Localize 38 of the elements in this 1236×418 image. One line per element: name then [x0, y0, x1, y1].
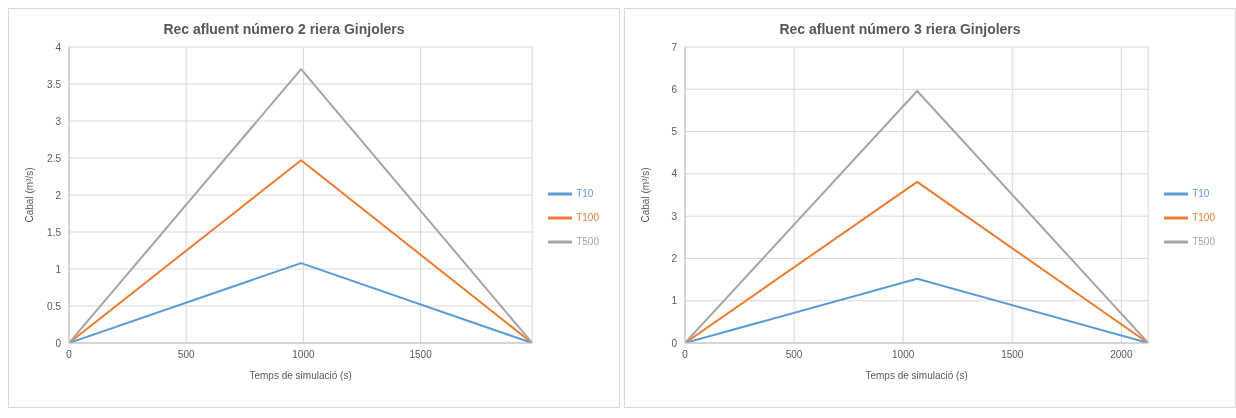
- y-tick-label: 6: [671, 83, 678, 95]
- legend-label: T10: [576, 187, 594, 199]
- y-tick-label: 2: [55, 189, 62, 201]
- y-axis-title: Cabal (m³/s): [639, 167, 651, 223]
- y-tick-label: 3: [55, 115, 62, 127]
- y-tick-label: 2: [671, 252, 678, 264]
- x-tick-label: 500: [177, 349, 195, 361]
- legend-label: T100: [576, 211, 599, 223]
- y-tick-label: 5: [671, 126, 678, 138]
- y-tick-label: 4: [671, 168, 678, 180]
- y-tick-label: 3.5: [47, 78, 62, 90]
- y-tick-label: 0: [55, 337, 62, 349]
- x-tick-label: 1000: [892, 349, 915, 361]
- y-axis-title: Cabal (m³/s): [23, 167, 35, 223]
- x-axis-title: Temps de simulació (s): [865, 370, 968, 381]
- legend-label: T10: [1192, 187, 1210, 199]
- y-tick-label: 0.5: [47, 300, 62, 312]
- legend-label: T500: [576, 235, 599, 247]
- x-tick-label: 0: [66, 349, 73, 361]
- y-tick-label: 0: [671, 337, 678, 349]
- x-tick-label: 1500: [409, 349, 433, 361]
- y-tick-label: 1: [671, 295, 678, 307]
- chart-title: Rec afluent número 2 riera Ginjolers: [162, 21, 406, 37]
- x-tick-label: 0: [682, 349, 689, 361]
- chart-title: Rec afluent número 3 riera Ginjolers: [778, 21, 1022, 37]
- x-tick-label: 1000: [292, 349, 315, 361]
- y-tick-label: 3: [671, 210, 678, 222]
- y-tick-label: 1: [55, 263, 62, 275]
- y-tick-label: 4: [55, 41, 62, 53]
- legend-label: T500: [1192, 235, 1215, 247]
- x-tick-label: 500: [785, 349, 803, 361]
- x-tick-label: 1500: [1001, 349, 1024, 361]
- y-tick-label: 1.5: [47, 226, 62, 238]
- y-tick-label: 2.5: [47, 152, 62, 164]
- x-axis-title: Temps de simulació (s): [249, 370, 352, 381]
- legend-label: T100: [1192, 211, 1215, 223]
- y-tick-label: 7: [671, 41, 678, 53]
- x-tick-label: 2000: [1110, 349, 1133, 361]
